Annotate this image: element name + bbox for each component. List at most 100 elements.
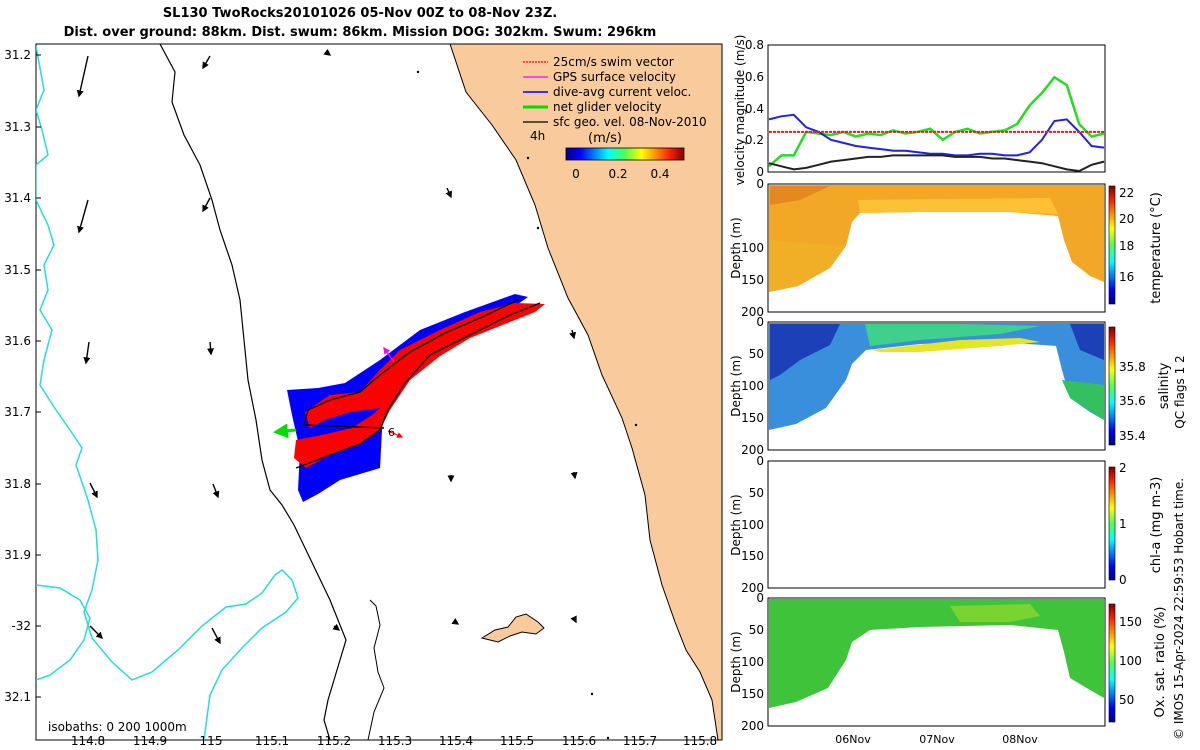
depth-tick: 0 <box>756 177 764 191</box>
isobath-1000m <box>36 45 299 740</box>
map-y-axis <box>36 54 41 698</box>
depth-tick: 200 <box>741 581 764 595</box>
map-x-tick-labels: 114.8 114.9 115 115.1 115.2 115.3 115.4 … <box>71 734 717 748</box>
chla-cbar-tick: 0 <box>1119 573 1127 587</box>
salinity-cbar-tick: 35.6 <box>1119 394 1146 408</box>
temperature-colorbar <box>1108 185 1116 305</box>
map-y-tick: 31.4 <box>4 191 31 205</box>
salinity-green-left <box>865 324 1040 346</box>
vel-y-tick: 0.8 <box>745 38 764 52</box>
map-x-tick: 115.7 <box>623 734 657 748</box>
map-x-tick: 115.4 <box>439 734 473 748</box>
depth-tick: 150 <box>741 273 764 287</box>
isobath-200m <box>159 44 347 740</box>
chla-cbar-label: chl-a (mg m-3) <box>1149 477 1164 574</box>
salinity-ylabel: Depth (m) <box>729 355 743 416</box>
salinity-colorbar <box>1108 326 1116 446</box>
salinity-deep-right <box>1062 380 1104 420</box>
depth-tick: 150 <box>741 411 764 425</box>
depth-tick: 0 <box>756 315 764 329</box>
salinity-high-core <box>872 338 1040 352</box>
oxygen-panel <box>767 597 1116 727</box>
depth-tick: 100 <box>741 655 764 669</box>
salinity-cbar-label: salinity <box>1157 362 1172 409</box>
map-x-tick: 115.5 <box>500 734 534 748</box>
isobaths-label: isobaths: 0 200 1000m <box>48 720 187 734</box>
sfc-geo-velocity-arrows <box>76 48 578 645</box>
map-y-tick: 31.7 <box>4 405 31 419</box>
oxygen-section <box>769 599 1104 708</box>
temperature-depth-ticks: 0 100 150 200 <box>741 177 764 319</box>
map-x-tick: 115 <box>200 734 223 748</box>
colorbar-tick-1: 0.2 <box>608 167 627 181</box>
legend-geo: sfc geo. vel. 08-Nov-2010 <box>553 115 707 129</box>
qc-flags-label: QC flags 1 2 <box>1173 355 1187 428</box>
map-panel: 6 25cm/s swim vector GPS surface velocit… <box>4 43 723 748</box>
depth-tick: 100 <box>741 241 764 255</box>
vel-y-tick: 0 <box>756 165 764 179</box>
map-x-tick: 114.9 <box>133 734 167 748</box>
temperature-cbar-tick: 22 <box>1119 186 1134 200</box>
temperature-panel <box>767 183 1116 313</box>
map-y-tick-labels: 31.2 31.3 31.4 31.5 31.6 31.7 31.8 31.9 … <box>4 48 31 704</box>
map-y-tick: 31.9 <box>4 548 31 562</box>
depth-tick: 100 <box>741 518 764 532</box>
map-y-tick: 31.6 <box>4 334 31 348</box>
oxygen-cbar-label: Ox. sat. ratio (%) <box>1153 607 1168 718</box>
chla-ylabel: Depth (m) <box>729 494 743 555</box>
velocity-panel: 0 0.2 0.4 0.6 0.8 velocity magnitude (m/… <box>733 35 1106 185</box>
map-x-tick: 115.2 <box>317 734 351 748</box>
gps-surface-velocity-arrow <box>383 346 395 363</box>
depth-tick: 200 <box>741 719 764 733</box>
velocity-series-net-glider-velocity <box>768 75 1105 168</box>
temperature-warm-top <box>770 186 830 205</box>
legend-gps: GPS surface velocity <box>553 70 676 84</box>
salinity-fresh-right <box>1070 324 1104 360</box>
chla-colorbar <box>1108 466 1116 581</box>
depth-tick: 0 <box>756 591 764 605</box>
net-glider-velocity-arrow <box>273 423 297 439</box>
salinity-cbar-ticks: 35.8 35.6 35.4 <box>1119 360 1146 443</box>
legend-net: net glider velocity <box>553 100 661 114</box>
map-y-tick: -32 <box>11 619 31 633</box>
oxygen-cbar-ticks: 150 100 50 <box>1119 615 1142 707</box>
map-x-tick: 115.3 <box>378 734 412 748</box>
map-y-tick: 31.8 <box>4 477 31 491</box>
date-ticks: 06Nov 07Nov 08Nov <box>835 733 1038 746</box>
oxygen-colorbar <box>1108 603 1116 723</box>
chla-panel <box>767 460 1116 589</box>
temperature-cbar-tick: 20 <box>1119 212 1134 226</box>
oxygen-cbar-tick: 100 <box>1119 654 1142 668</box>
title-line-1: SL130 TwoRocks20101026 05-Nov 00Z to 08-… <box>162 6 558 21</box>
depth-tick: 50 <box>749 486 764 500</box>
chla-cbar-ticks: 2 1 0 <box>1119 461 1127 587</box>
depth-tick: 150 <box>741 687 764 701</box>
velocity-series-group <box>768 75 1105 173</box>
credit-text: © IMOS 15-Apr-2024 22:59:53 Hobart time. <box>1172 477 1186 740</box>
depth-tick: 50 <box>749 347 764 361</box>
oxygen-high-band <box>950 604 1040 622</box>
legend-swim: 25cm/s swim vector <box>553 55 674 69</box>
map-y-tick: 31.5 <box>4 263 31 277</box>
depth-tick: 50 <box>749 623 764 637</box>
depth-tick: 200 <box>741 305 764 319</box>
temperature-mixed-layer <box>858 198 1058 214</box>
land-mass <box>449 44 722 740</box>
oxygen-ylabel: Depth (m) <box>729 631 743 692</box>
map-legend: 25cm/s swim vector GPS surface velocity … <box>523 55 707 181</box>
legend-current: dive-avg current veloc. <box>553 85 691 99</box>
velocity-y-ticks: 0 0.2 0.4 0.6 0.8 <box>745 38 764 179</box>
depth-tick: 200 <box>741 443 764 457</box>
salinity-cbar-tick: 35.8 <box>1119 360 1146 374</box>
salinity-fresh-left <box>770 324 840 380</box>
colorbar-tick-0: 0 <box>572 167 580 181</box>
date-tick: 06Nov <box>835 733 871 746</box>
date-tick: 08Nov <box>1002 733 1038 746</box>
chla-frame <box>767 460 1106 589</box>
salinity-cbar-tick: 35.4 <box>1119 429 1146 443</box>
temperature-cbar-tick: 18 <box>1119 239 1134 253</box>
depth-tick: 100 <box>741 379 764 393</box>
temperature-cbar-label: temperature (°C) <box>1149 192 1164 304</box>
depth-tick: 0 <box>756 454 764 468</box>
